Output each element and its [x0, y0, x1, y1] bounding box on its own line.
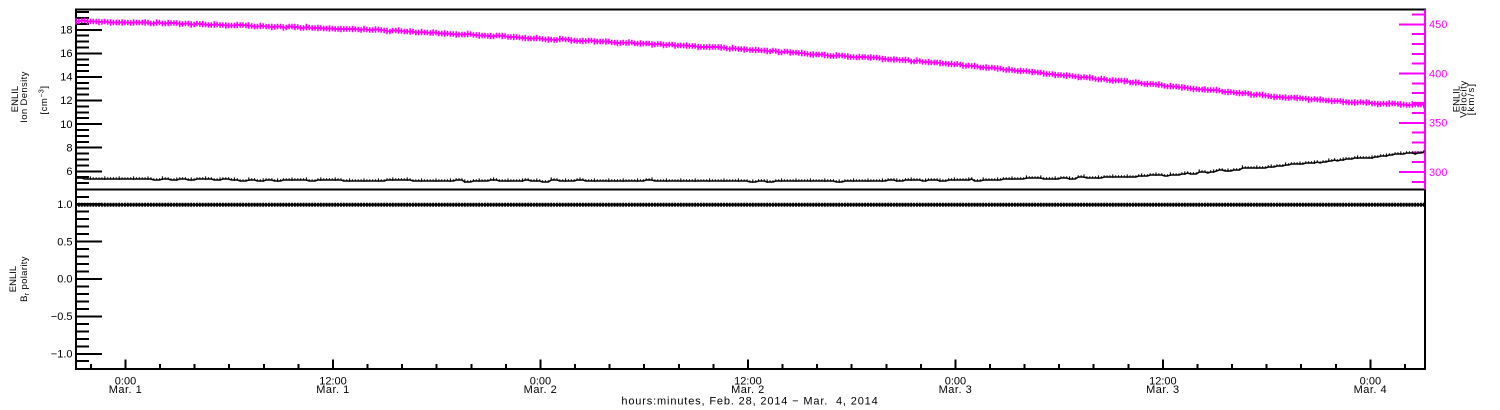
svg-text:18: 18: [60, 24, 72, 36]
svg-text:12:00: 12:00: [734, 375, 762, 387]
svg-text:12:00: 12:00: [319, 375, 347, 387]
svg-text:12: 12: [60, 95, 72, 107]
svg-text:Mar. 3: Mar. 3: [939, 384, 973, 396]
svg-text:1.0: 1.0: [57, 199, 72, 211]
svg-text:400: 400: [1429, 68, 1447, 80]
svg-text:0:00: 0:00: [115, 375, 136, 387]
svg-text:Mar. 2: Mar. 2: [524, 384, 558, 396]
svg-text:0:00: 0:00: [1360, 375, 1381, 387]
svg-text:8: 8: [66, 142, 72, 154]
svg-text:ENLIL: ENLIL: [10, 86, 21, 112]
svg-text:0.5: 0.5: [57, 236, 72, 248]
svg-text:450: 450: [1429, 19, 1447, 31]
svg-text:ENLIL: ENLIL: [8, 266, 19, 292]
svg-text:[cm−3]: [cm−3]: [39, 86, 51, 115]
svg-text:0.0: 0.0: [57, 274, 72, 286]
svg-text:12:00: 12:00: [1149, 375, 1177, 387]
svg-text:Mar. 4: Mar. 4: [1354, 384, 1388, 396]
svg-text:350: 350: [1429, 118, 1447, 130]
svg-text:−0.5: −0.5: [51, 311, 73, 323]
svg-text:[km/s]: [km/s]: [1466, 83, 1477, 116]
svg-text:−1.0: −1.0: [51, 348, 73, 360]
svg-text:Mar. 1: Mar. 1: [316, 384, 350, 396]
svg-text:14: 14: [60, 72, 72, 84]
svg-text:Mar. 3: Mar. 3: [1146, 384, 1180, 396]
svg-text:Velocity: Velocity: [1459, 80, 1470, 118]
svg-text:6: 6: [66, 166, 72, 178]
svg-text:300: 300: [1429, 167, 1447, 179]
svg-text:Mar. 2: Mar. 2: [731, 384, 765, 396]
svg-text:Mar. 1: Mar. 1: [109, 384, 143, 396]
svg-text:ENLIL: ENLIL: [1452, 86, 1463, 112]
svg-text:Br polarity: Br polarity: [19, 256, 31, 302]
svg-text:hours:minutes, Feb. 28, 2014 −: hours:minutes, Feb. 28, 2014 − Mar. 4, 2…: [621, 396, 878, 408]
svg-text:10: 10: [60, 119, 72, 131]
svg-text:0:00: 0:00: [530, 375, 551, 387]
svg-text:0:00: 0:00: [945, 375, 966, 387]
svg-text:16: 16: [60, 48, 72, 60]
svg-text:Ion Density: Ion Density: [19, 71, 30, 122]
